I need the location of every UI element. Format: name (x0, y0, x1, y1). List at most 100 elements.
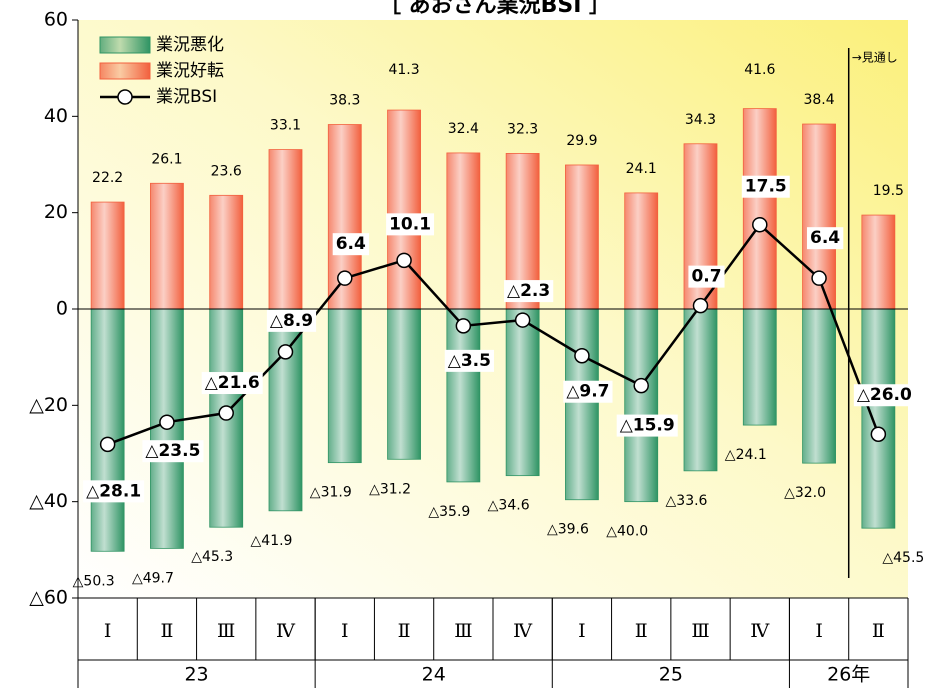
annotation: →見通し (852, 51, 898, 65)
y-tick-label: △40 (29, 490, 68, 512)
x-tick-label: Ⅰ (578, 620, 586, 642)
data-label: △15.9 (620, 416, 675, 436)
data-label-bg (201, 372, 263, 395)
data-label: △41.9 (251, 533, 293, 549)
data-label-bg (386, 213, 435, 236)
bar (387, 308, 421, 460)
bar (861, 214, 896, 310)
data-label: 22.2 (92, 170, 123, 186)
x-tick-label: Ⅱ (635, 620, 648, 642)
data-label: △39.6 (547, 522, 589, 538)
data-label: △45.5 (882, 550, 924, 566)
group-label: 25 (659, 664, 683, 686)
y-tick-label: 60 (44, 9, 68, 31)
data-label: △45.3 (191, 549, 233, 565)
data-label: 32.4 (448, 121, 479, 137)
y-tick-label: 20 (44, 201, 68, 223)
data-label: △50.3 (73, 573, 115, 589)
data-label: 26.1 (151, 151, 182, 167)
data-label: △33.6 (666, 493, 708, 509)
chart-title: ［ あおさん業況BSI ］ (379, 0, 611, 18)
bar (505, 308, 540, 477)
x-tick-label: Ⅱ (160, 620, 173, 642)
bar (683, 308, 718, 472)
data-label: △40.0 (606, 524, 648, 540)
y-tick-label: 0 (56, 298, 68, 320)
line-point (277, 344, 294, 360)
line-point (692, 297, 709, 314)
x-tick-label: Ⅲ (691, 620, 709, 642)
bar (742, 108, 777, 310)
bar (446, 152, 481, 310)
x-tick-label: Ⅰ (341, 620, 349, 642)
x-tick-label: Ⅲ (454, 620, 472, 642)
data-label: 17.5 (745, 177, 787, 197)
bar (861, 308, 896, 529)
y-tick-label: △20 (29, 394, 68, 416)
data-label: 24.1 (626, 161, 657, 177)
data-label: △24.1 (725, 447, 767, 463)
data-label: △31.2 (369, 481, 411, 497)
x-tick-label: Ⅰ (815, 620, 823, 642)
line-point (455, 318, 472, 334)
line-point (514, 312, 531, 328)
data-label: △26.0 (857, 385, 912, 405)
data-label: △3.5 (448, 351, 491, 371)
data-label: △8.9 (270, 311, 313, 331)
legend-label: 業況BSI (156, 87, 217, 107)
y-tick-label: △60 (29, 587, 68, 609)
x-tick-label: Ⅳ (513, 620, 533, 642)
line-point (574, 347, 590, 364)
bar (624, 192, 659, 310)
data-label: △9.7 (566, 382, 609, 402)
data-label-bg (853, 384, 916, 407)
data-label-bg (142, 440, 204, 463)
data-label: △34.6 (488, 498, 530, 514)
bar (327, 308, 362, 464)
data-label: 34.3 (685, 112, 716, 128)
data-label: △31.9 (310, 485, 352, 501)
bar (446, 308, 481, 483)
data-label: △35.9 (428, 504, 470, 520)
line-point (633, 377, 649, 394)
line-point (159, 414, 175, 430)
data-label: △49.7 (132, 570, 174, 586)
x-tick-label: Ⅱ (872, 620, 885, 642)
legend-swatch (117, 89, 133, 105)
data-label: 41.3 (388, 62, 419, 78)
data-label: 6.4 (336, 234, 366, 254)
line-point (752, 216, 768, 233)
data-label: 33.1 (270, 118, 301, 134)
data-label: 6.4 (810, 228, 840, 248)
bar (624, 308, 659, 503)
line (107, 222, 880, 446)
data-label-bg (563, 380, 613, 403)
bar (209, 194, 244, 310)
x-tick-label: Ⅳ (276, 620, 296, 642)
bar (387, 109, 421, 310)
line-point (811, 270, 827, 286)
line-point (870, 426, 887, 442)
group-label: 23 (184, 664, 208, 686)
legend-swatch (99, 62, 151, 80)
data-label-bg (266, 309, 317, 332)
line-point (337, 270, 353, 286)
data-label: △28.1 (86, 481, 141, 501)
bar (90, 201, 125, 310)
data-label: 41.6 (744, 62, 775, 78)
x-tick-label: Ⅳ (750, 620, 770, 642)
legend-swatch (99, 36, 151, 54)
group-label: 26年 (827, 664, 870, 686)
data-label: 29.9 (566, 133, 597, 149)
x-tick-label: Ⅰ (104, 620, 112, 642)
bar (150, 182, 184, 310)
data-label: 23.6 (211, 163, 242, 179)
data-label: 10.1 (389, 214, 431, 234)
line-point (99, 436, 116, 453)
bar (742, 308, 777, 426)
data-label: △23.5 (145, 441, 200, 461)
bar (565, 308, 599, 501)
x-tick-label: Ⅲ (217, 620, 235, 642)
data-label-bg (807, 227, 844, 250)
